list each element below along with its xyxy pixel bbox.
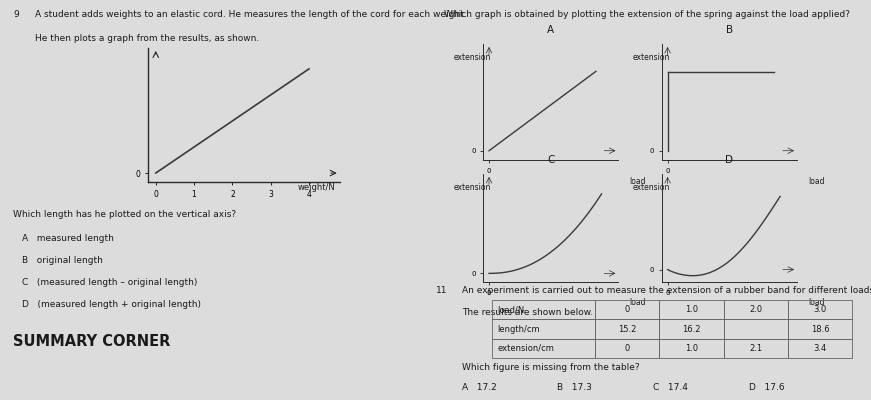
Text: Which graph is obtained by plotting the extension of the spring against the load: Which graph is obtained by plotting the … xyxy=(444,10,850,19)
Bar xyxy=(724,339,788,358)
Text: C   17.4: C 17.4 xyxy=(653,383,688,392)
Text: 16.2: 16.2 xyxy=(682,324,701,334)
Text: 0: 0 xyxy=(625,305,630,314)
Bar xyxy=(595,319,659,339)
Bar xyxy=(492,339,595,358)
Text: length/cm: length/cm xyxy=(497,324,540,334)
Text: load: load xyxy=(807,298,824,307)
Text: B: B xyxy=(726,25,733,35)
Text: Which figure is missing from the table?: Which figure is missing from the table? xyxy=(462,363,639,372)
Text: SUMMARY CORNER: SUMMARY CORNER xyxy=(13,334,171,349)
Text: A student adds weights to an elastic cord. He measures the length of the cord fo: A student adds weights to an elastic cor… xyxy=(35,10,467,19)
Text: extension/cm: extension/cm xyxy=(497,344,555,353)
Text: B   original length: B original length xyxy=(22,256,103,265)
Text: The results are shown below.: The results are shown below. xyxy=(462,308,593,317)
Text: A   17.2: A 17.2 xyxy=(462,383,496,392)
Text: A: A xyxy=(547,25,555,35)
Bar xyxy=(788,319,853,339)
Text: D   (measured length + original length): D (measured length + original length) xyxy=(22,300,201,309)
Text: extension: extension xyxy=(454,183,491,192)
Text: C: C xyxy=(547,155,555,165)
Text: 9: 9 xyxy=(13,10,19,19)
Bar xyxy=(659,339,724,358)
Text: extension: extension xyxy=(632,183,670,192)
Text: load: load xyxy=(629,298,645,307)
Bar xyxy=(659,319,724,339)
Bar xyxy=(659,300,724,319)
Bar xyxy=(492,319,595,339)
Text: 2.1: 2.1 xyxy=(749,344,762,353)
Bar xyxy=(595,339,659,358)
Text: extension: extension xyxy=(632,53,670,62)
Bar xyxy=(724,300,788,319)
Text: C   (measured length – original length): C (measured length – original length) xyxy=(22,278,197,287)
Text: load: load xyxy=(807,177,824,186)
Text: Which length has he plotted on the vertical axis?: Which length has he plotted on the verti… xyxy=(13,210,236,219)
Text: 1.0: 1.0 xyxy=(685,344,699,353)
Bar xyxy=(595,300,659,319)
Text: An experiment is carried out to measure the extension of a rubber band for diffe: An experiment is carried out to measure … xyxy=(462,286,871,295)
Text: A   measured length: A measured length xyxy=(22,234,113,243)
Text: 11: 11 xyxy=(436,286,447,295)
Text: 2.0: 2.0 xyxy=(749,305,762,314)
Bar xyxy=(724,319,788,339)
Text: B   17.3: B 17.3 xyxy=(557,383,592,392)
Text: 15.2: 15.2 xyxy=(618,324,637,334)
Text: D   17.6: D 17.6 xyxy=(749,383,785,392)
Text: weight/N: weight/N xyxy=(298,184,336,192)
Bar xyxy=(788,300,853,319)
Bar xyxy=(788,339,853,358)
Text: D: D xyxy=(726,155,733,165)
Text: 3.4: 3.4 xyxy=(814,344,827,353)
Text: 18.6: 18.6 xyxy=(811,324,830,334)
Bar xyxy=(492,300,595,319)
Text: load/N: load/N xyxy=(497,305,525,314)
Text: load: load xyxy=(629,177,645,186)
Text: extension: extension xyxy=(454,53,491,62)
Text: He then plots a graph from the results, as shown.: He then plots a graph from the results, … xyxy=(35,34,259,43)
Text: 3.0: 3.0 xyxy=(814,305,827,314)
Text: 1.0: 1.0 xyxy=(685,305,699,314)
Text: 0: 0 xyxy=(625,344,630,353)
